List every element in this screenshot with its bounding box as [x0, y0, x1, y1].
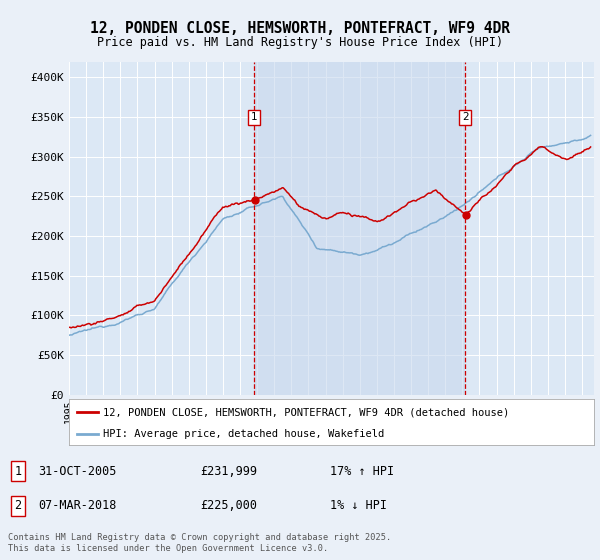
Text: £231,999: £231,999 — [200, 465, 257, 478]
Text: 12, PONDEN CLOSE, HEMSWORTH, PONTEFRACT, WF9 4DR: 12, PONDEN CLOSE, HEMSWORTH, PONTEFRACT,… — [90, 21, 510, 36]
Text: 12, PONDEN CLOSE, HEMSWORTH, PONTEFRACT, WF9 4DR (detached house): 12, PONDEN CLOSE, HEMSWORTH, PONTEFRACT,… — [103, 407, 509, 417]
Bar — [254, 62, 466, 395]
Text: Price paid vs. HM Land Registry's House Price Index (HPI): Price paid vs. HM Land Registry's House … — [97, 36, 503, 49]
Text: 1: 1 — [14, 465, 22, 478]
Text: 1: 1 — [251, 112, 257, 122]
Text: HPI: Average price, detached house, Wakefield: HPI: Average price, detached house, Wake… — [103, 429, 385, 438]
Text: £225,000: £225,000 — [200, 500, 257, 512]
Text: 07-MAR-2018: 07-MAR-2018 — [38, 500, 116, 512]
Text: 17% ↑ HPI: 17% ↑ HPI — [330, 465, 394, 478]
Text: 31-OCT-2005: 31-OCT-2005 — [38, 465, 116, 478]
Text: 2: 2 — [14, 500, 22, 512]
Text: 1% ↓ HPI: 1% ↓ HPI — [330, 500, 387, 512]
Text: Contains HM Land Registry data © Crown copyright and database right 2025.
This d: Contains HM Land Registry data © Crown c… — [8, 534, 391, 553]
Text: 2: 2 — [462, 112, 469, 122]
